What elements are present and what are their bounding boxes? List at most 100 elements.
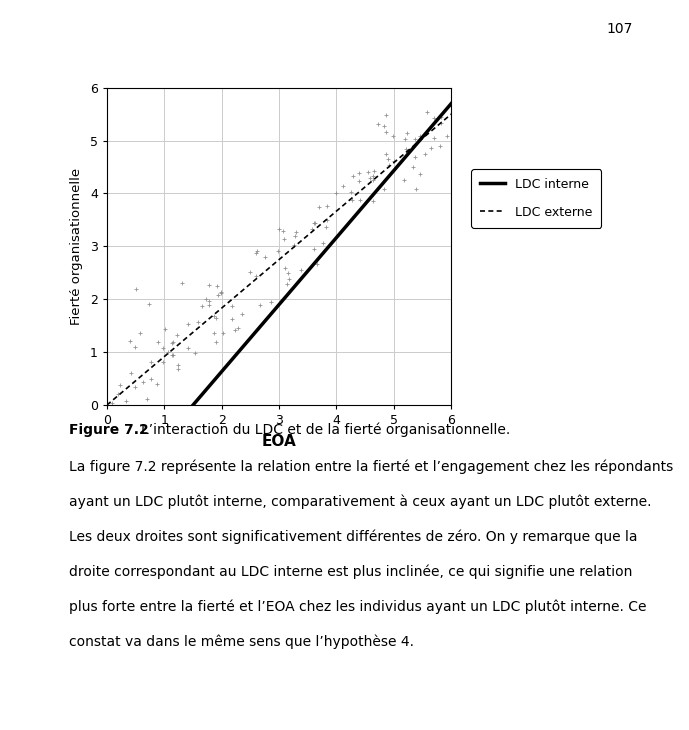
Point <box>210 312 221 324</box>
Point <box>348 171 359 182</box>
Text: Figure 7.2: Figure 7.2 <box>69 423 149 437</box>
Point <box>226 313 237 325</box>
Point <box>200 293 211 304</box>
Point <box>409 151 420 163</box>
Point <box>419 147 430 159</box>
Point <box>124 335 135 347</box>
Point <box>289 239 300 251</box>
Point <box>134 327 145 339</box>
Point <box>289 231 300 242</box>
Point <box>331 187 342 199</box>
Point <box>227 300 238 312</box>
Point <box>407 161 418 172</box>
Point <box>138 377 149 388</box>
Legend: LDC interne, LDC externe: LDC interne, LDC externe <box>471 169 601 228</box>
Point <box>168 349 179 361</box>
Point <box>158 342 169 354</box>
Point <box>307 223 318 235</box>
Point <box>429 112 440 123</box>
Point <box>380 148 391 160</box>
Point <box>163 346 174 358</box>
Point <box>130 341 141 353</box>
Point <box>120 396 131 407</box>
Point <box>389 155 400 167</box>
Point <box>346 194 357 206</box>
Point <box>338 180 349 192</box>
Point <box>274 223 285 234</box>
Point <box>171 329 182 341</box>
Point <box>229 325 240 337</box>
Y-axis label: Fierté organisationnelle: Fierté organisationnelle <box>70 168 83 325</box>
Point <box>435 111 446 123</box>
Point <box>441 130 452 142</box>
Point <box>197 300 208 312</box>
X-axis label: EOA: EOA <box>262 434 296 449</box>
Point <box>434 140 445 152</box>
Point <box>382 153 393 165</box>
Text: plus forte entre la fierté et l’EOA chez les individus ayant un LDC plutôt inter: plus forte entre la fierté et l’EOA chez… <box>69 599 646 614</box>
Point <box>213 289 224 301</box>
Point <box>380 109 391 120</box>
Point <box>309 243 320 255</box>
Point <box>215 288 226 299</box>
Point <box>435 118 446 129</box>
Point <box>208 310 219 322</box>
Point <box>372 118 383 130</box>
Point <box>192 316 203 328</box>
Point <box>368 174 379 185</box>
Point <box>232 323 243 334</box>
Point <box>322 200 333 212</box>
Text: L’interaction du LDC et de la fierté organisationnelle.: L’interaction du LDC et de la fierté org… <box>141 423 511 437</box>
Point <box>145 373 156 385</box>
Point <box>152 378 163 390</box>
Point <box>167 337 178 348</box>
Point <box>410 182 421 194</box>
Point <box>189 347 200 359</box>
Point <box>273 245 284 257</box>
Point <box>183 318 194 330</box>
Point <box>410 133 421 145</box>
Text: La figure 7.2 représente la relation entre la fierté et l’engagement chez les ré: La figure 7.2 représente la relation ent… <box>69 459 673 474</box>
Point <box>354 193 365 205</box>
Point <box>311 258 322 270</box>
Point <box>172 363 183 374</box>
Point <box>172 359 183 371</box>
Point <box>387 130 398 142</box>
Point <box>309 218 320 229</box>
Point <box>250 270 261 282</box>
Point <box>278 234 289 245</box>
Point <box>380 126 391 138</box>
Point <box>215 286 226 298</box>
Point <box>322 215 333 226</box>
Point <box>158 356 169 367</box>
Point <box>414 168 425 180</box>
Point <box>369 165 380 177</box>
Point <box>296 264 307 276</box>
Point <box>362 166 373 178</box>
Point <box>250 247 261 259</box>
Point <box>208 328 219 339</box>
Point <box>425 142 436 153</box>
Point <box>245 266 256 278</box>
Point <box>182 342 193 354</box>
Point <box>130 381 141 393</box>
Point <box>167 337 178 348</box>
Text: ayant un LDC plutôt interne, comparativement à ceux ayant un LDC plutôt externe.: ayant un LDC plutôt interne, comparative… <box>69 494 651 509</box>
Point <box>364 172 375 184</box>
Point <box>400 142 411 154</box>
Point <box>415 130 426 142</box>
Point <box>353 175 364 187</box>
Point <box>146 356 157 368</box>
Point <box>399 133 410 145</box>
Point <box>429 132 440 144</box>
Point <box>159 323 170 335</box>
Text: constat va dans le même sens que l’hypothèse 4.: constat va dans le même sens que l’hypot… <box>69 634 414 649</box>
Point <box>106 397 117 409</box>
Point <box>346 186 357 198</box>
Point <box>309 218 320 229</box>
Point <box>115 380 126 391</box>
Point <box>212 280 223 292</box>
Point <box>204 295 215 307</box>
Point <box>422 106 433 118</box>
Point <box>398 174 409 185</box>
